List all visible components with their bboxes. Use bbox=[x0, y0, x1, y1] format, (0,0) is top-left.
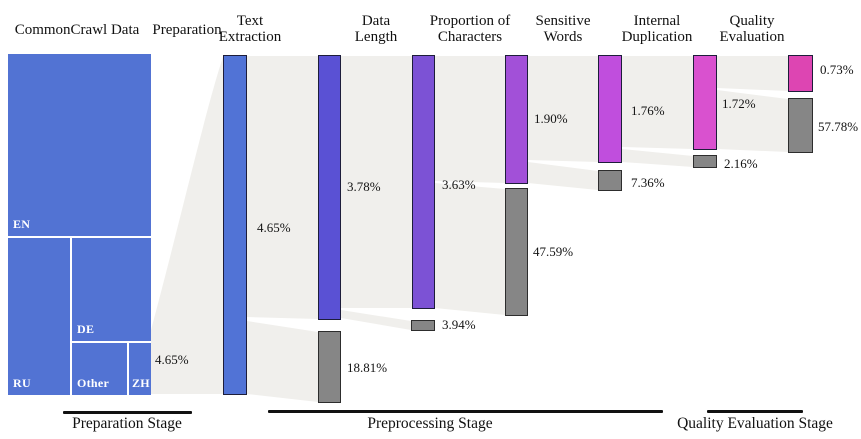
pct-removed-proportion: 47.59% bbox=[533, 244, 574, 259]
pct-final-kept: 0.73% bbox=[820, 62, 854, 77]
flow-datalength-kept bbox=[341, 56, 412, 308]
bar-final-kept bbox=[788, 55, 813, 92]
pct-data-length: 3.78% bbox=[347, 179, 381, 194]
bar-removed-proportion bbox=[505, 188, 528, 316]
flow-quality-kept bbox=[717, 56, 788, 91]
underline-preparation-stage bbox=[63, 411, 192, 414]
bar-removed-text-extraction bbox=[318, 331, 341, 403]
stage-label-quality-evaluation: Quality Evaluation Stage bbox=[677, 415, 833, 432]
stage-label-preprocessing: Preprocessing Stage bbox=[367, 415, 493, 432]
flow-sensitive-removed bbox=[528, 162, 598, 190]
pct-removed-quality: 57.78% bbox=[818, 119, 859, 134]
pct-text-extraction: 4.65% bbox=[257, 220, 291, 235]
treemap-label-de: DE bbox=[77, 322, 95, 336]
header-preparation: Preparation bbox=[152, 22, 222, 38]
underline-preprocessing-stage bbox=[268, 410, 663, 413]
underline-quality-evaluation-stage bbox=[707, 410, 803, 413]
bar-removed-sensitive-words bbox=[598, 170, 622, 191]
pct-removed-sensitive: 7.36% bbox=[631, 175, 665, 190]
treemap-label-zh: ZH bbox=[132, 376, 150, 390]
treemap-label-en: EN bbox=[13, 217, 31, 231]
treemap-label-ru: RU bbox=[13, 376, 31, 390]
header-sensitive-words: Sensitive Words bbox=[535, 13, 591, 45]
stage-label-preparation: Preparation Stage bbox=[72, 415, 182, 432]
flow-proportion-removed bbox=[435, 183, 505, 315]
treemap-region-zh: ZH bbox=[129, 343, 151, 395]
header-text-extraction: Text Extraction bbox=[218, 13, 282, 45]
bar-internal-duplication bbox=[598, 55, 622, 163]
pct-internal-duplication: 1.76% bbox=[631, 103, 665, 118]
flow-textextraction-removed bbox=[247, 321, 318, 402]
bar-sensitive-words bbox=[505, 55, 528, 184]
pct-removed-text-extraction: 18.81% bbox=[347, 360, 388, 375]
bar-removed-data-length bbox=[411, 320, 435, 331]
treemap-label-other: Other bbox=[77, 376, 110, 390]
pct-quality-evaluation: 1.72% bbox=[722, 96, 756, 111]
header-proportion-of-characters: Proportion of Characters bbox=[429, 13, 511, 45]
pct-sensitive-words: 1.90% bbox=[534, 111, 568, 126]
flow-sensitive-kept bbox=[528, 56, 598, 162]
pct-proportion: 3.63% bbox=[442, 177, 476, 192]
flow-datalength-removed bbox=[341, 310, 411, 330]
flow-preparation bbox=[151, 57, 223, 394]
header-quality-evaluation: Quality Evaluation bbox=[719, 13, 785, 45]
pct-removed-data-length: 3.94% bbox=[442, 317, 476, 332]
flow-quality-removed bbox=[717, 90, 788, 152]
treemap-region-de: DE bbox=[72, 238, 151, 341]
flow-textextraction-kept bbox=[247, 56, 318, 319]
header-data-length: Data Length bbox=[354, 13, 398, 45]
pct-removed-duplication: 2.16% bbox=[724, 156, 758, 171]
bar-data-length bbox=[318, 55, 341, 320]
flow-duplication-removed bbox=[622, 149, 693, 167]
flow-proportion-kept bbox=[435, 56, 505, 183]
treemap-region-ru: RU bbox=[8, 238, 70, 395]
header-commoncrawl-data: CommonCrawl Data bbox=[14, 22, 140, 38]
bar-removed-duplication bbox=[693, 155, 717, 168]
bar-quality-evaluation bbox=[693, 55, 717, 150]
treemap-region-other: Other bbox=[72, 343, 127, 395]
treemap-region-en: EN bbox=[8, 54, 151, 236]
bar-proportion-of-characters bbox=[412, 55, 435, 309]
pct-preparation-flow: 4.65% bbox=[155, 352, 189, 367]
bar-removed-quality bbox=[788, 98, 813, 153]
bar-text-extraction bbox=[223, 55, 247, 395]
header-internal-duplication: Internal Duplication bbox=[621, 13, 693, 45]
flow-duplication-kept bbox=[622, 56, 693, 149]
